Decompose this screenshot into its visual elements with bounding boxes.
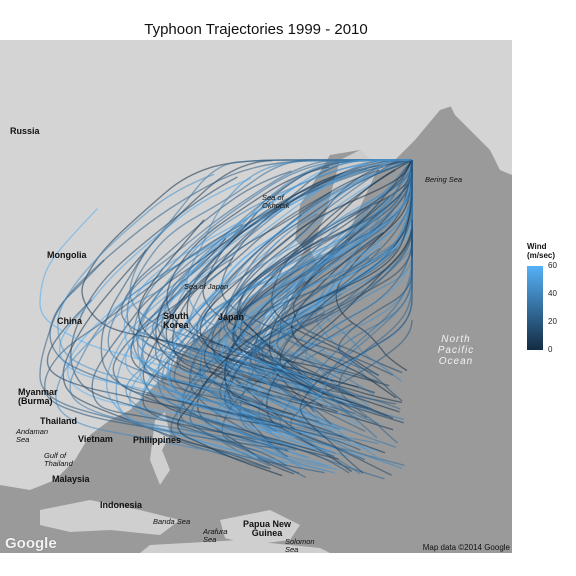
- typhoon-track: [100, 249, 335, 457]
- land-australia-top: [140, 540, 330, 553]
- label-sea-of-okhotsk: Sea of Okhotsk: [262, 193, 290, 210]
- land-alaska: [430, 40, 512, 175]
- label-china: China: [57, 316, 83, 326]
- legend-tick-label: 20: [548, 317, 557, 326]
- typhoon-track: [39, 208, 265, 391]
- label-andaman-sea: Andaman Sea: [16, 427, 49, 444]
- typhoon-track: [224, 159, 413, 383]
- legend-title: Wind (m/sec): [527, 242, 556, 260]
- typhoon-track: [222, 198, 391, 388]
- typhoon-track: [338, 230, 413, 402]
- legend-tick-label: 40: [548, 289, 557, 298]
- label-japan: Japan: [218, 312, 245, 322]
- typhoon-track: [177, 160, 413, 477]
- typhoon-track: [160, 159, 412, 390]
- typhoon-tracks: [39, 159, 413, 480]
- typhoon-track: [165, 169, 379, 413]
- typhoon-track: [166, 166, 390, 387]
- label-gulf-of-thailand: Gulf of Thailand: [44, 451, 73, 468]
- land-taiwan-phil: [150, 412, 170, 485]
- typhoon-track: [223, 161, 413, 471]
- typhoon-track: [234, 224, 339, 436]
- label-arafura-sea: Arafura Sea: [203, 527, 228, 544]
- typhoon-track: [124, 159, 412, 439]
- typhoon-track: [233, 195, 391, 397]
- typhoon-track: [299, 219, 413, 474]
- typhoon-track: [322, 190, 402, 382]
- typhoon-track: [186, 159, 394, 377]
- map-panel[interactable]: Russia Mongolia China South Korea Japan …: [0, 40, 512, 553]
- label-sea-of-japan: Sea of Japan: [184, 282, 229, 291]
- label-thailand: Thailand: [40, 416, 78, 426]
- typhoon-track: [115, 315, 338, 471]
- label-myanmar: Myanmar (Burma): [18, 387, 58, 406]
- typhoon-track: [239, 160, 413, 391]
- typhoon-track: [58, 177, 264, 418]
- map-attribution: Map data ©2014 Google: [422, 543, 510, 552]
- label-malaysia: Malaysia: [52, 474, 90, 484]
- chart-title: Typhoon Trajectories 1999 - 2010: [144, 21, 368, 38]
- typhoon-track: [172, 159, 412, 410]
- map-basemap: [0, 40, 512, 553]
- typhoon-track: [91, 159, 402, 446]
- typhoon-track: [44, 223, 288, 451]
- label-banda-sea: Banda Sea: [153, 517, 191, 526]
- label-mongolia: Mongolia: [47, 250, 87, 260]
- typhoon-track: [57, 173, 305, 428]
- wind-legend: Wind (m/sec) 60 40 20 0: [527, 242, 557, 354]
- typhoon-track: [236, 159, 413, 376]
- typhoon-track: [276, 247, 381, 381]
- typhoon-track: [137, 159, 391, 437]
- label-russia: Russia: [10, 126, 40, 136]
- typhoon-track: [123, 159, 412, 432]
- typhoon-track: [242, 160, 413, 415]
- typhoon-track: [290, 232, 397, 399]
- label-vietnam: Vietnam: [78, 434, 113, 444]
- land-indonesia: [40, 500, 180, 535]
- legend-tick-label: 0: [548, 345, 553, 354]
- typhoon-track: [105, 161, 391, 471]
- typhoon-track: [112, 191, 331, 421]
- label-papua-new-guinea: Papua New Guinea: [242, 519, 291, 538]
- label-philippines: Philippines: [133, 435, 182, 445]
- label-solomon-sea: Solomon Sea: [285, 537, 315, 554]
- google-logo: Google: [5, 535, 57, 552]
- typhoon-track: [222, 160, 413, 395]
- typhoon-track: [46, 299, 284, 428]
- typhoon-track: [224, 306, 361, 451]
- label-north-pacific-ocean: North Pacific Ocean: [437, 334, 475, 367]
- typhoon-track: [199, 159, 413, 419]
- typhoon-track: [157, 159, 413, 452]
- typhoon-track: [154, 288, 356, 415]
- typhoon-track: [128, 212, 393, 448]
- label-indonesia: Indonesia: [100, 500, 143, 510]
- legend-tick-label: 60: [548, 261, 557, 270]
- legend-colorbar: [527, 266, 543, 350]
- typhoon-track: [234, 292, 343, 415]
- typhoon-track: [279, 169, 413, 404]
- typhoon-track: [167, 239, 350, 458]
- label-bering-sea: Bering Sea: [425, 175, 463, 184]
- typhoon-track: [189, 198, 390, 474]
- typhoon-track: [199, 219, 374, 433]
- typhoon-track: [225, 239, 349, 405]
- label-south-korea: South Korea: [163, 311, 189, 330]
- land-png: [220, 510, 300, 545]
